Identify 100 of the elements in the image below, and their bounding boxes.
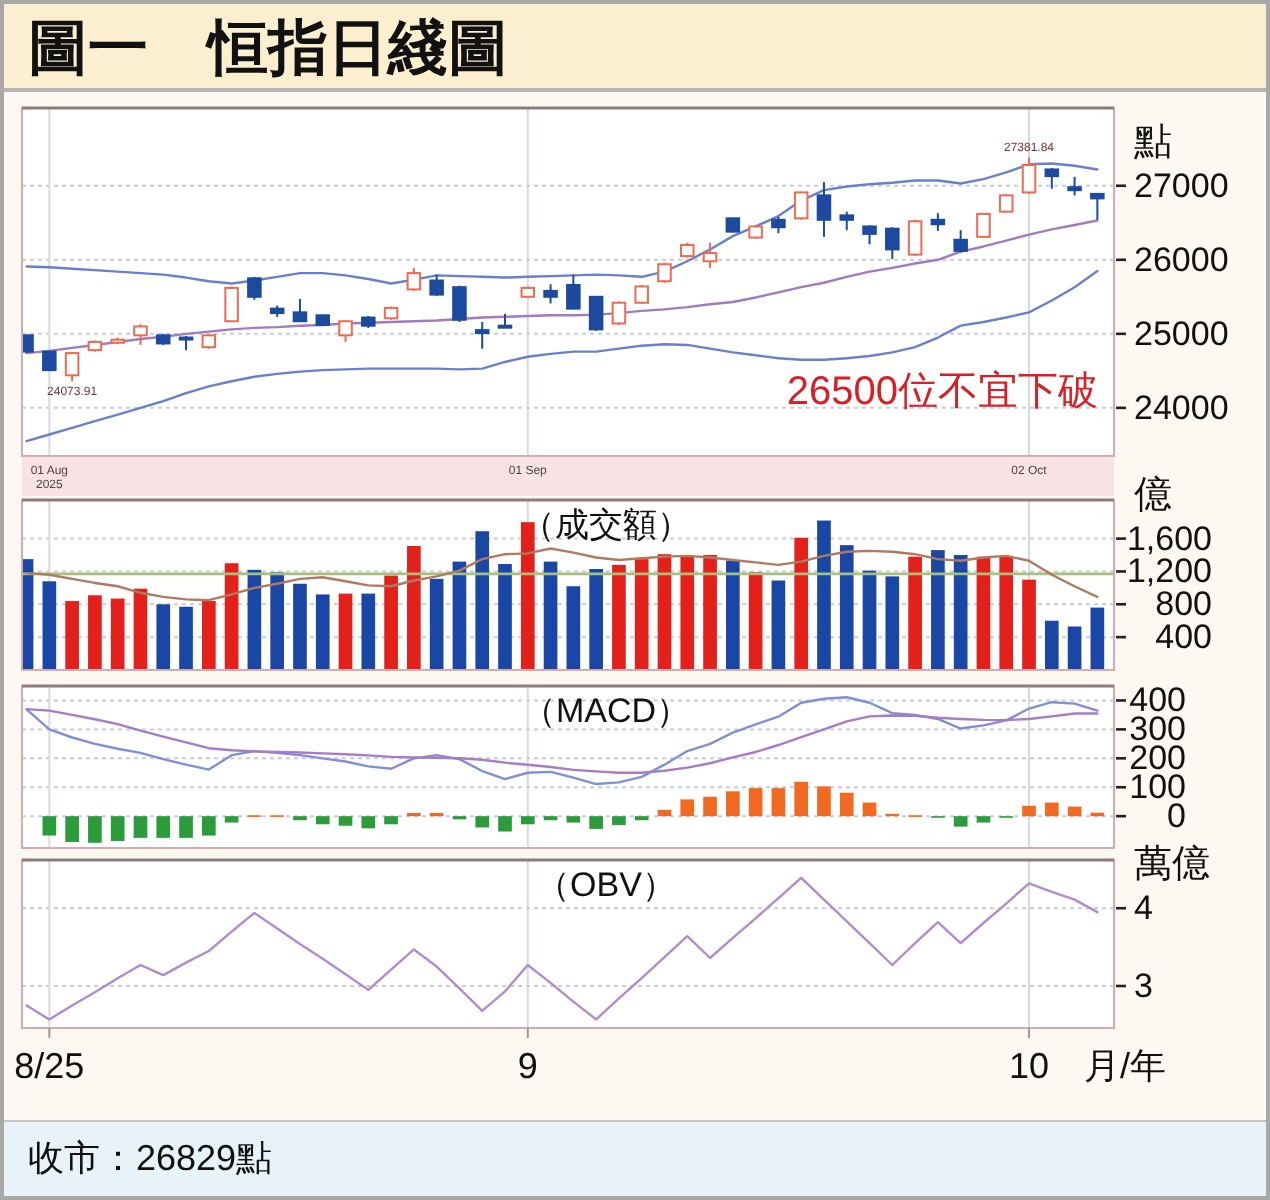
bar [247, 569, 262, 670]
candlestick [566, 273, 581, 311]
candlestick [816, 181, 832, 238]
candlestick [839, 210, 855, 232]
candlestick [64, 351, 80, 383]
bar [88, 595, 102, 670]
bar [156, 604, 171, 670]
bar [42, 816, 57, 836]
bar [384, 816, 398, 825]
chart-title: （成交額） [521, 506, 691, 544]
candlestick [474, 320, 490, 350]
bar [1044, 802, 1059, 817]
bar [1022, 579, 1036, 670]
y-tick-label: 24000 [1134, 388, 1229, 427]
bar [589, 568, 603, 670]
bar [817, 786, 831, 817]
bar [794, 781, 809, 817]
y-axis-title: 億 [1134, 474, 1172, 517]
bar [293, 583, 307, 670]
bar [862, 802, 877, 817]
bar [1067, 626, 1082, 670]
x-tick-label: 8/25 [14, 1046, 85, 1086]
bar [475, 531, 490, 670]
candlestick [611, 300, 627, 326]
chart-title: （MACD） [521, 692, 691, 730]
bar [224, 563, 239, 670]
bar [520, 816, 535, 825]
bar [475, 816, 490, 828]
candlestick [588, 295, 604, 332]
bar [748, 788, 763, 817]
candlestick [133, 323, 148, 346]
candlestick [1067, 175, 1082, 197]
bar [931, 550, 945, 670]
candlestick [885, 226, 900, 261]
bar [224, 816, 239, 823]
bar [315, 816, 330, 825]
bar [976, 556, 991, 670]
bar [634, 559, 649, 670]
bar [566, 816, 581, 823]
bar [338, 816, 353, 826]
candlestick [338, 319, 353, 343]
bar [839, 792, 854, 817]
bar [726, 791, 740, 817]
bar [543, 561, 558, 670]
bar [839, 545, 854, 670]
y-tick-label: 4 [1134, 889, 1153, 928]
bar [520, 522, 535, 670]
bar [133, 588, 148, 670]
bar [407, 545, 421, 670]
bar [110, 598, 125, 670]
bar [156, 816, 171, 838]
x-axis-title: 月/年 [1084, 1046, 1167, 1086]
bar [794, 537, 809, 670]
bar [179, 606, 193, 670]
x-tick-label: 10 [1008, 1046, 1050, 1086]
bar [703, 555, 717, 670]
candlestick [1021, 156, 1037, 195]
y-tick-label: 27000 [1134, 166, 1229, 205]
bar [88, 816, 102, 843]
bar [1044, 620, 1059, 670]
bar [498, 564, 512, 670]
y-tick-label: 0 [1167, 797, 1186, 836]
bar [201, 601, 216, 670]
bar [315, 594, 330, 670]
bar [953, 816, 968, 827]
bar [999, 555, 1014, 670]
bar [361, 816, 376, 829]
y-tick-label: 26000 [1134, 240, 1229, 279]
y-axis-title: 點 [1132, 121, 1172, 164]
bar [726, 560, 740, 670]
bar [680, 555, 695, 670]
bar [361, 593, 376, 670]
bar [1090, 607, 1105, 670]
bar [817, 520, 831, 670]
candlestick [452, 284, 467, 323]
annotation: 26500位不宜下破 [786, 368, 1098, 414]
bar [65, 816, 79, 842]
bar [338, 593, 353, 670]
bar [270, 572, 285, 670]
candlestick [292, 298, 308, 323]
candlestick [793, 190, 809, 221]
y-tick-label: 1,600 [1126, 519, 1212, 558]
candlestick [406, 266, 422, 292]
text: 收市：26829點 [28, 1138, 273, 1178]
bar [908, 556, 922, 670]
y-tick-label: 800 [1155, 585, 1212, 624]
bar [498, 816, 512, 832]
bar [680, 799, 695, 817]
y-tick-label: 400 [1155, 618, 1212, 657]
bar [133, 816, 148, 838]
bar [1067, 806, 1082, 817]
bar [42, 581, 57, 670]
bar [452, 561, 467, 670]
bar [748, 572, 763, 670]
bar [110, 816, 125, 842]
bar [179, 816, 193, 838]
candlestick [543, 283, 558, 305]
bar [589, 816, 603, 829]
bar [771, 580, 786, 670]
y-axis-title: 萬億 [1134, 844, 1210, 887]
